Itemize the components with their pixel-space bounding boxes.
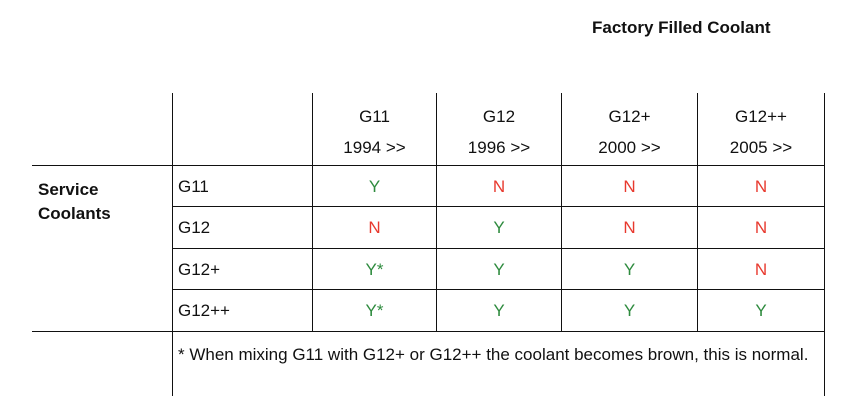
compat-cell: N (492, 176, 506, 196)
compat-cell: N (623, 176, 636, 196)
column-header-name: G11 (359, 107, 390, 126)
compat-cell: N (754, 176, 768, 196)
compat-cell: Y (623, 259, 636, 279)
column-header-name: G12 (482, 107, 516, 126)
column-header-name: G12++ (735, 107, 787, 126)
table-line-col1 (312, 93, 313, 331)
table-line-col3 (561, 93, 562, 331)
column-header-year: 2005 >> (729, 138, 793, 157)
compat-cell: Y* (365, 259, 384, 279)
column-header-g12: G12 1996 >> (437, 100, 561, 164)
compat-cell: Y (493, 217, 505, 237)
table-line-row1-bottom (172, 206, 824, 207)
column-header-g12-plus-plus: G12++ 2005 >> (698, 100, 824, 164)
column-header-year: 1996 >> (467, 138, 531, 157)
table-line-row2-bottom (172, 248, 824, 249)
compat-cell: N (754, 259, 768, 279)
compat-cell: Y (368, 176, 381, 196)
compat-cell: Y (755, 300, 767, 320)
table-line-col2 (436, 93, 437, 331)
table-line-row3-bottom (172, 289, 824, 290)
table-line-col4 (697, 93, 698, 331)
table-line-right (824, 93, 825, 396)
factory-filled-title: Factory Filled Coolant (592, 18, 771, 37)
compat-cell: Y (493, 259, 505, 279)
column-header-g11: G11 1994 >> (313, 100, 436, 164)
compat-cell: Y* (365, 300, 384, 320)
row-label-g12-plus-plus: G12++ (178, 300, 230, 320)
column-header-g12-plus: G12+ 2000 >> (562, 100, 697, 164)
column-header-year: 2000 >> (598, 138, 661, 157)
compat-cell: Y (493, 300, 505, 320)
table-line-label-col (172, 93, 173, 396)
column-header-name: G12+ (608, 107, 651, 126)
service-coolants-label: Service Coolants (38, 178, 128, 226)
row-label-g12-plus: G12+ (178, 259, 221, 279)
footnote: * When mixing G11 with G12+ or G12++ the… (178, 345, 809, 364)
row-label-g12: G12 (178, 217, 211, 237)
compat-cell: N (368, 217, 381, 237)
compat-cell: N (754, 217, 768, 237)
service-coolants-text: Service Coolants (38, 180, 111, 223)
row-label-g11: G11 (178, 176, 209, 196)
compat-cell: Y (623, 300, 636, 320)
table-line-header-bottom (32, 165, 824, 166)
table-line-row4-bottom (32, 331, 824, 332)
column-header-year: 1994 >> (343, 138, 406, 157)
compat-cell: N (623, 217, 636, 237)
